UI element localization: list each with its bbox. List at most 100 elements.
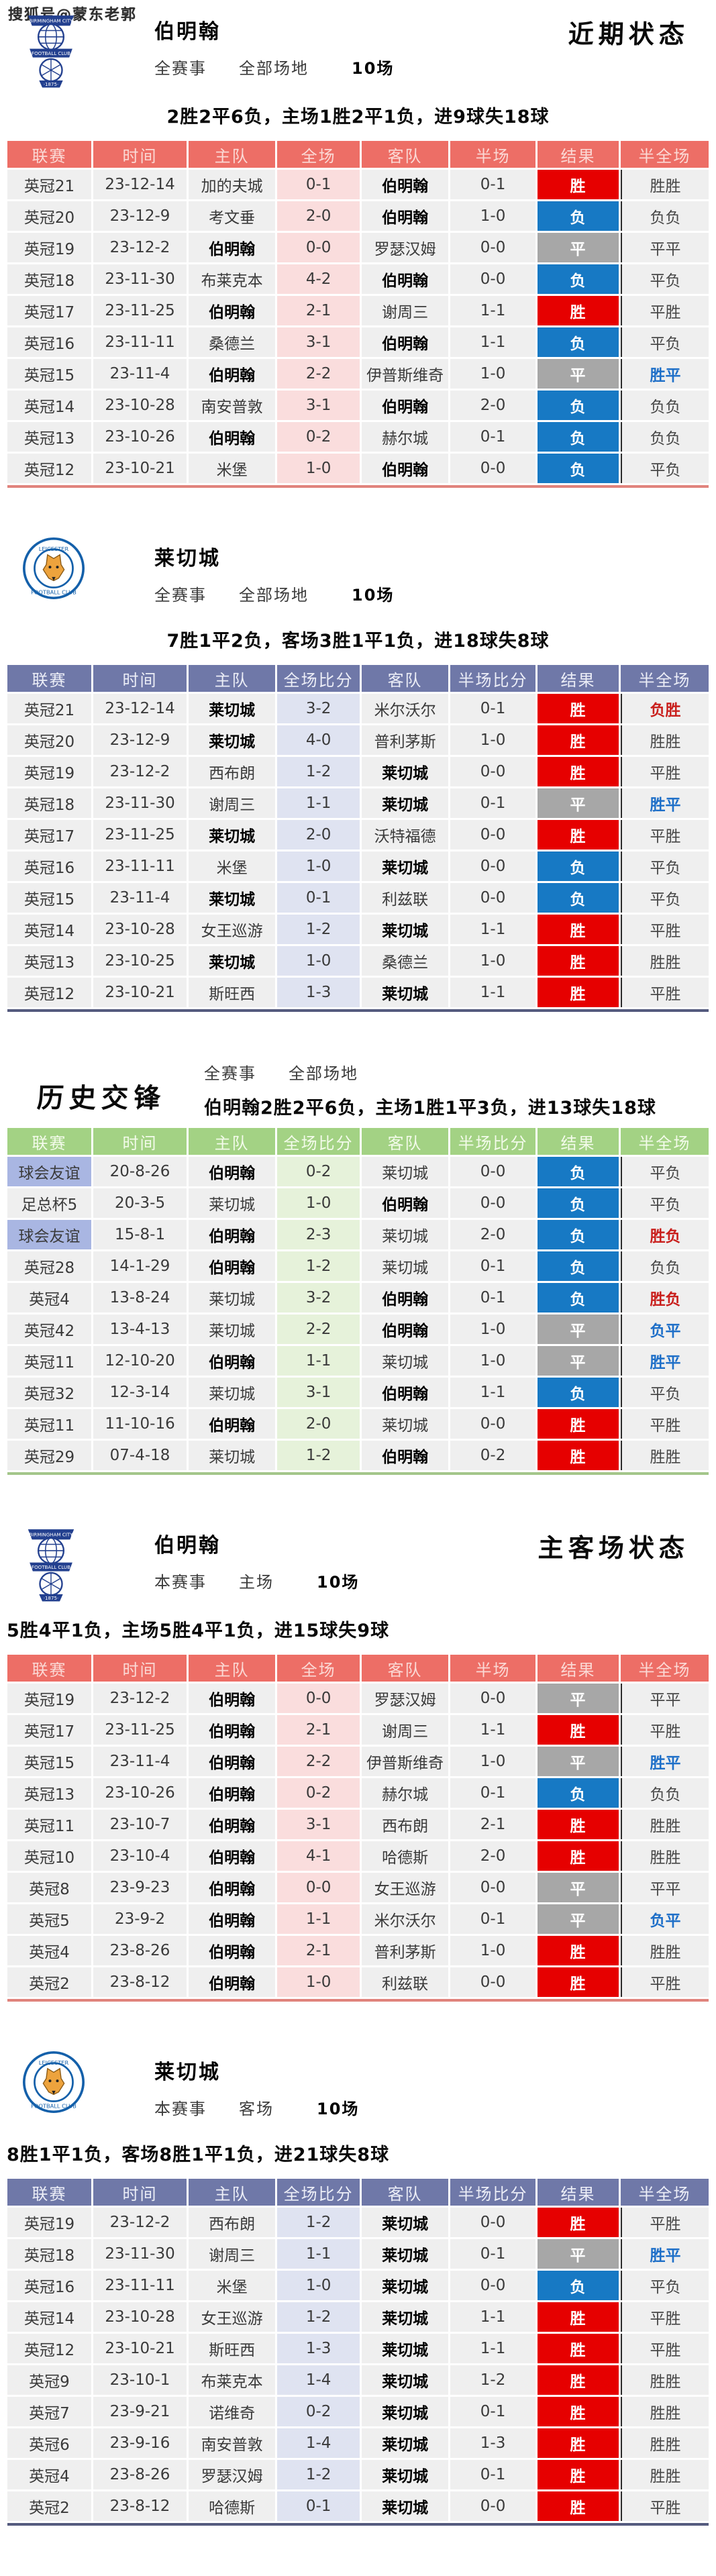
date-cell: 23-8-26 [93, 2460, 187, 2489]
halftime-score-cell: 0-0 [450, 1684, 536, 1713]
col-home: 主队 [189, 1128, 276, 1155]
halftime-score-cell: 0-0 [450, 1409, 536, 1439]
col-away: 客队 [362, 665, 449, 692]
league-cell: 英冠12 [7, 2334, 91, 2363]
match-row: 英冠14 23-10-28 女王巡游 1-2 莱切城 1-1 胜平胜 [7, 2302, 709, 2332]
home-team-cell: 谢周三 [189, 788, 276, 818]
match-row: 英冠6 23-9-16 南安普敦 1-4 莱切城 1-3 胜胜胜 [7, 2428, 709, 2458]
away-team-cell: 哈德斯 [362, 1841, 449, 1871]
halftime-score-cell: 0-2 [450, 1441, 536, 1470]
fulltime-score-cell: 4-0 [277, 725, 360, 755]
date-cell: 23-12-9 [93, 725, 187, 755]
result-cell: 平 [538, 1315, 619, 1344]
fulltime-score-cell: 2-3 [277, 1220, 360, 1249]
match-row: 英冠19 23-12-2 西布朗 1-2 莱切城 0-0 胜平胜 [7, 2208, 709, 2237]
result-cell: 胜 [538, 757, 619, 786]
home-team-cell: 伯明翰 [189, 1409, 276, 1439]
away-team-cell: 莱切城 [362, 852, 449, 881]
away-team-cell: 伯明翰 [362, 1283, 449, 1312]
col-league: 联赛 [7, 141, 91, 168]
fulltime-score-cell: 4-2 [277, 264, 360, 294]
league-cell: 英冠13 [7, 422, 91, 452]
match-row: 英冠17 23-11-25 伯明翰 2-1 谢周三 1-1 胜平胜 [7, 1715, 709, 1745]
date-cell: 23-11-25 [93, 820, 187, 849]
filter-competition[interactable]: 全赛事 [154, 59, 207, 78]
league-cell: 英冠14 [7, 2302, 91, 2332]
away-team-cell: 伯明翰 [362, 264, 449, 294]
match-row: 英冠17 23-11-25 伯明翰 2-1 谢周三 1-1 胜平胜 [7, 296, 709, 325]
filter-venue[interactable]: 主场 [239, 1573, 274, 1592]
home-team-cell: 谢周三 [189, 2239, 276, 2269]
result-cell: 负 [538, 454, 619, 483]
away-team-cell: 伯明翰 [362, 1315, 449, 1344]
col-fulltime: 全场 [277, 1655, 360, 1682]
home-team-cell: 伯明翰 [189, 1251, 276, 1281]
filter-venue[interactable]: 全部场地 [289, 1064, 358, 1083]
league-cell: 英冠14 [7, 391, 91, 420]
htft-cell: 负负 [620, 1778, 709, 1808]
table-header-row: 联赛 时间 主队 全场比分 客队 半场比分 结果 半全场 [7, 665, 709, 692]
col-home: 主队 [189, 2179, 276, 2206]
away-team-cell: 伯明翰 [362, 1378, 449, 1407]
section-leicester-recent: 莱切城 全赛事 全部场地 10场 7胜1平2负，客场3胜1平1负，进18球失8球… [0, 527, 716, 1012]
table-underline [7, 1999, 709, 2002]
fulltime-score-cell: 2-1 [277, 1936, 360, 1965]
league-cell: 英冠10 [7, 1841, 91, 1871]
result-cell: 胜 [538, 1936, 619, 1965]
league-cell: 英冠16 [7, 2271, 91, 2300]
filter-competition[interactable]: 本赛事 [154, 1573, 207, 1592]
halftime-score-cell: 1-2 [450, 2365, 536, 2395]
league-cell: 英冠18 [7, 264, 91, 294]
away-team-cell: 莱切城 [362, 2365, 449, 2395]
home-team-cell: 米堡 [189, 852, 276, 881]
halftime-score-cell: 1-0 [450, 1936, 536, 1965]
col-htft: 半全场 [620, 2179, 709, 2206]
htft-cell: 负平 [620, 1904, 709, 1934]
match-count: 10场 [317, 1573, 360, 1592]
halftime-score-cell: 0-0 [450, 852, 536, 881]
league-cell: 英冠9 [7, 2365, 91, 2395]
fulltime-score-cell: 3-1 [277, 1378, 360, 1407]
htft-cell: 胜胜 [620, 1810, 709, 1839]
halftime-score-cell: 2-0 [450, 391, 536, 420]
halftime-score-cell: 1-1 [450, 296, 536, 325]
fulltime-score-cell: 1-0 [277, 2271, 360, 2300]
home-team-cell: 莱切城 [189, 820, 276, 849]
match-row: 英冠18 23-11-30 布莱克本 4-2 伯明翰 0-0 负平负 [7, 264, 709, 294]
match-row: 英冠2 23-8-12 伯明翰 1-0 利兹联 0-0 胜平胜 [7, 1967, 709, 1997]
match-row: 英冠11 23-10-7 伯明翰 3-1 西布朗 2-1 胜胜胜 [7, 1810, 709, 1839]
htft-cell: 胜平 [620, 359, 709, 389]
result-cell: 负 [538, 391, 619, 420]
fulltime-score-cell: 2-1 [277, 296, 360, 325]
date-cell: 23-9-16 [93, 2428, 187, 2458]
match-row: 英冠19 23-12-2 西布朗 1-2 莱切城 0-0 胜平胜 [7, 757, 709, 786]
htft-cell: 平负 [620, 2271, 709, 2300]
filter-venue[interactable]: 客场 [239, 2100, 274, 2118]
table-header-row: 联赛 时间 主队 全场 客队 半场 结果 半全场 [7, 1655, 709, 1682]
table-header-row: 联赛 时间 主队 全场 客队 半场 结果 半全场 [7, 141, 709, 168]
result-cell: 平 [538, 788, 619, 818]
htft-cell: 胜胜 [620, 2397, 709, 2426]
date-cell: 23-11-11 [93, 327, 187, 357]
away-team-cell: 莱切城 [362, 757, 449, 786]
filter-venue[interactable]: 全部场地 [239, 59, 309, 78]
halftime-score-cell: 1-1 [450, 915, 536, 944]
result-cell: 负 [538, 1778, 619, 1808]
away-team-cell: 莱切城 [362, 2334, 449, 2363]
result-cell: 胜 [538, 2208, 619, 2237]
col-halftime: 半场 [450, 1655, 536, 1682]
filter-competition[interactable]: 全赛事 [204, 1064, 256, 1083]
htft-cell: 平胜 [620, 2491, 709, 2521]
table-header-row: 联赛 时间 主队 全场比分 客队 半场比分 结果 半全场 [7, 1128, 709, 1155]
htft-cell: 平平 [620, 233, 709, 262]
htft-cell: 胜胜 [620, 170, 709, 199]
away-team-cell: 伊普斯维奇 [362, 359, 449, 389]
col-halftime: 半场比分 [450, 665, 536, 692]
head-to-head-title: 历史交锋 [36, 1083, 167, 1114]
col-result: 结果 [538, 665, 619, 692]
filter-competition[interactable]: 本赛事 [154, 2100, 207, 2118]
halftime-score-cell: 2-0 [450, 1220, 536, 1249]
fulltime-score-cell: 1-0 [277, 852, 360, 881]
filter-venue[interactable]: 全部场地 [239, 586, 309, 605]
filter-competition[interactable]: 全赛事 [154, 586, 207, 605]
